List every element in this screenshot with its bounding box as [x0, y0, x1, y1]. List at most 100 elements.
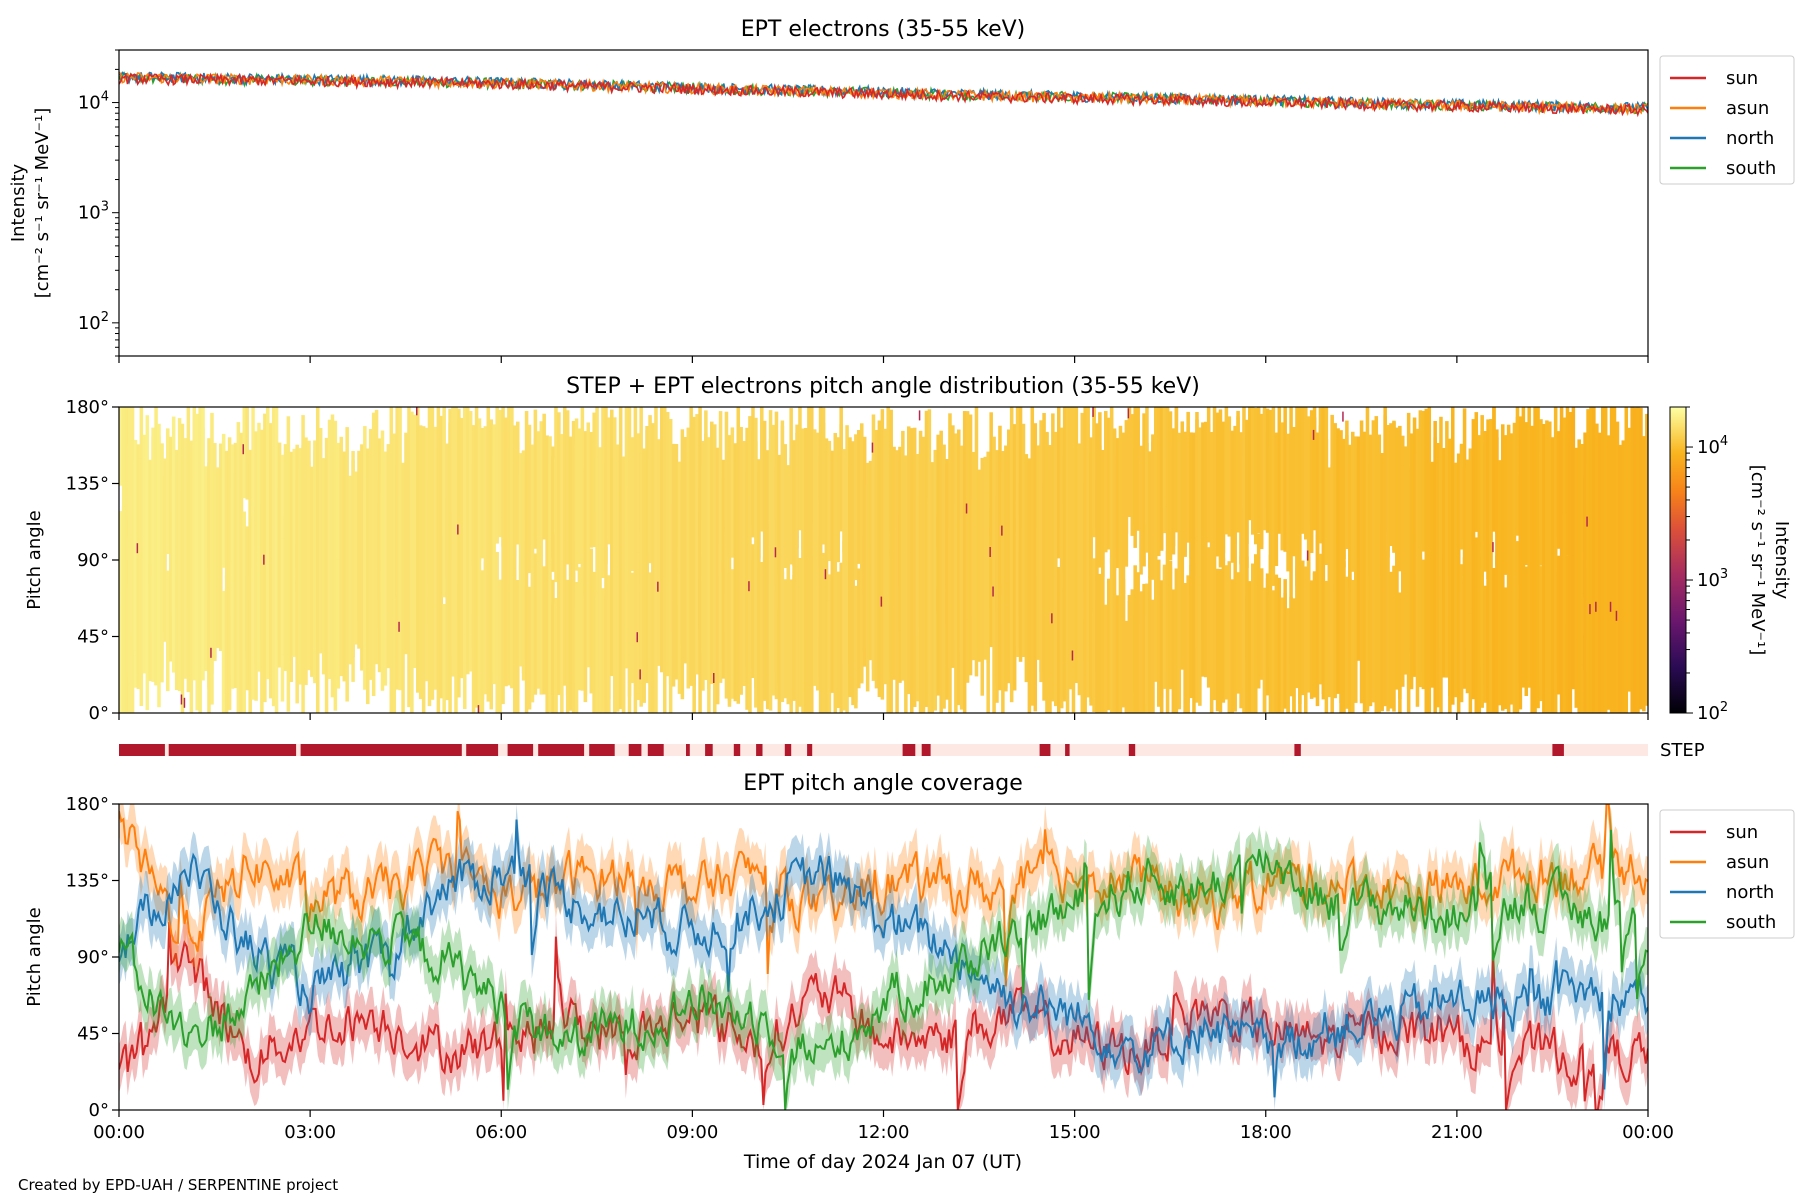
heatmap-cell: [577, 567, 582, 691]
heatmap-cell: [1074, 538, 1079, 672]
heatmap-cell: [151, 435, 155, 565]
heatmap-cell: [1530, 511, 1534, 648]
heatmap-cell: [630, 437, 635, 572]
heatmap-cell: [1330, 414, 1334, 549]
heatmap-cell: [795, 611, 799, 713]
heatmap-cell: [1201, 422, 1205, 542]
heatmap-cell: [554, 598, 558, 713]
heatmap-cell: [692, 482, 696, 598]
heatmap-cell: [962, 411, 967, 538]
heatmap-cell: [1168, 436, 1173, 561]
heatmap-cell: [792, 440, 796, 567]
step-label: STEP: [1660, 740, 1705, 761]
heatmap-cell: [1309, 430, 1314, 553]
heatmap-cell: [1409, 550, 1414, 690]
heatmap-cell: [583, 468, 588, 596]
heatmap-cell: [824, 438, 829, 551]
heatmap-cell: [1336, 534, 1340, 662]
heatmap-cell: [121, 595, 126, 713]
heatmap-cell: [354, 520, 358, 632]
step-segment: [733, 744, 741, 756]
heatmap-cell: [1289, 554, 1293, 664]
heatmap-cell: [636, 632, 638, 643]
heatmap-cell: [671, 519, 676, 634]
heatmap-cell: [1295, 407, 1299, 505]
heatmap-cell: [883, 547, 888, 672]
heatmap-cell: [1392, 565, 1396, 681]
heatmap-cell: [1004, 445, 1008, 584]
heatmap-cell: [933, 570, 938, 711]
heatmap-cell: [1215, 412, 1220, 535]
panel-pitch-distribution: STEP + EPT electrons pitch angle distrib…: [24, 374, 1792, 724]
heatmap-cell: [1048, 470, 1052, 590]
heatmap-cell: [1315, 534, 1320, 667]
heatmap-cell: [318, 428, 323, 564]
heatmap-cell: [1406, 573, 1411, 690]
heatmap-cell: [145, 600, 150, 711]
heatmap-cell: [1212, 539, 1217, 683]
heatmap-cell: [895, 516, 899, 643]
heatmap-cell: [1548, 562, 1552, 685]
heatmap-cell: [207, 600, 211, 713]
heatmap-cell: [954, 585, 958, 713]
heatmap-cell: [1509, 479, 1514, 597]
heatmap-cell: [1118, 566, 1123, 677]
heatmap-cell: [242, 444, 244, 455]
heatmap-cell: [539, 421, 544, 556]
heatmap-cell: [180, 694, 183, 705]
heatmap-cell: [463, 579, 467, 709]
heatmap-cell: [201, 407, 205, 526]
heatmap-cell: [1145, 583, 1149, 703]
x-tick-label: 21:00: [1431, 1122, 1483, 1143]
heatmap-cell: [1586, 640, 1590, 713]
heatmap-cell: [1159, 407, 1164, 515]
heatmap-cell: [136, 543, 139, 554]
heatmap-cell: [457, 408, 461, 532]
heatmap-cell: [1189, 432, 1193, 559]
heatmap-cell: [1121, 579, 1126, 708]
heatmap-cell: [436, 491, 441, 628]
heatmap-cell: [195, 413, 199, 518]
heatmap-cell: [242, 407, 247, 499]
heatmap-cell: [892, 532, 896, 646]
heatmap-cell: [651, 443, 655, 580]
heatmap-cell: [1092, 558, 1096, 699]
heatmap-cell: [1083, 617, 1087, 713]
heatmap-cell: [827, 600, 832, 713]
heatmap-cell: [583, 551, 588, 696]
heatmap-cell: [1321, 407, 1326, 520]
heatmap-cell: [527, 424, 532, 547]
heatmap-cell: [571, 480, 576, 599]
heatmap-cell: [939, 464, 943, 596]
heatmap-cell: [219, 538, 223, 651]
step-segment: [628, 744, 642, 756]
heatmap-cell: [204, 553, 208, 671]
heatmap-cell: [1124, 420, 1129, 534]
heatmap-cell: [1598, 432, 1602, 562]
heatmap-cell: [1045, 521, 1049, 650]
heatmap-cell: [836, 571, 841, 686]
heatmap-cell: [1171, 600, 1176, 713]
heatmap-cell: [542, 413, 546, 540]
heatmap-cell: [1230, 589, 1235, 713]
heatmap-cell: [1606, 450, 1611, 585]
heatmap-cell: [1268, 596, 1273, 713]
heatmap-cell: [1448, 561, 1452, 696]
heatmap-cell: [1606, 579, 1611, 701]
step-bar-background: [119, 744, 1648, 756]
y-ticks-pad: 0° 45° 90° 135° 180°: [66, 397, 119, 724]
heatmap-cell: [242, 511, 247, 643]
heatmap-cell: [1059, 528, 1064, 650]
heatmap-cell: [1015, 407, 1020, 518]
heatmap-cell: [1583, 633, 1587, 713]
heatmap-cell: [1321, 467, 1326, 588]
heatmap-cell: [301, 597, 305, 713]
heatmap-cell: [466, 515, 470, 619]
heatmap-cell: [1068, 407, 1073, 512]
heatmap-cell: [768, 583, 773, 711]
heatmap-cell: [915, 575, 920, 702]
heatmap-cell: [951, 425, 955, 552]
heatmap-cell: [124, 407, 129, 526]
heatmap-cell: [477, 425, 482, 561]
heatmap-cell: [127, 535, 132, 677]
